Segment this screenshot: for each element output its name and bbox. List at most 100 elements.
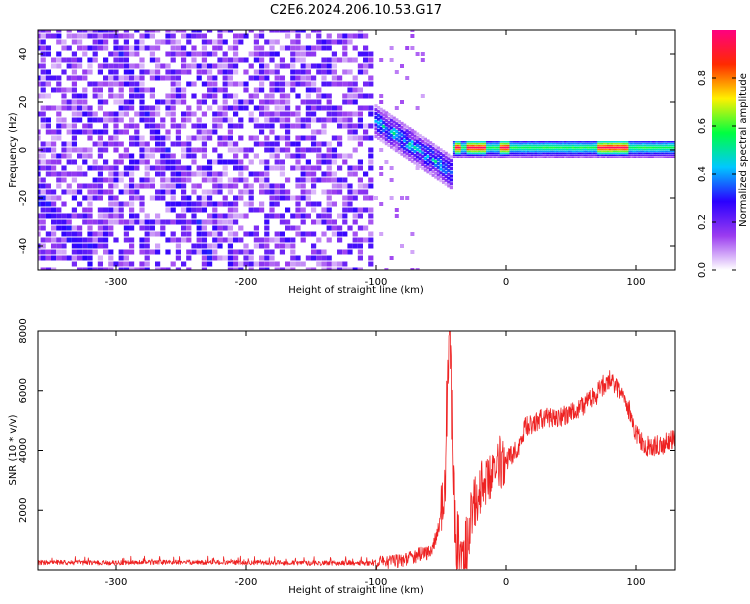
spectrogram-cell xyxy=(311,231,317,237)
spectrogram-cell xyxy=(331,189,337,195)
spectrogram-cell xyxy=(342,183,348,189)
spectrogram-cell xyxy=(591,152,594,155)
spectrogram-cell xyxy=(337,261,343,267)
spectrogram-cell xyxy=(505,142,508,145)
spectrogram-cell xyxy=(357,30,363,33)
spectrogram-cell xyxy=(139,63,145,69)
spectrogram-cell xyxy=(661,156,664,158)
spectrogram-cell xyxy=(243,69,249,75)
spectrogram-cell xyxy=(597,144,600,147)
spectrogram-cell xyxy=(61,57,67,63)
spectrogram-cell xyxy=(71,189,77,195)
spectrogram-cell xyxy=(458,150,461,153)
spectrogram-cell xyxy=(567,144,571,147)
spectrogram-cell xyxy=(269,45,275,51)
spectrogram-cell xyxy=(374,123,378,127)
spectrogram-cell xyxy=(243,57,249,63)
spectrogram-cell xyxy=(610,144,614,147)
spectrogram-cell xyxy=(51,195,57,201)
spectrogram-cell xyxy=(400,64,404,68)
spectrogram-cell xyxy=(462,148,465,151)
spectrogram-cell xyxy=(66,189,72,195)
spectrogram-cell xyxy=(279,231,285,237)
spectrogram-cell xyxy=(460,150,463,153)
spectrogram-cell xyxy=(509,146,512,149)
spectrogram-cell xyxy=(657,144,660,147)
spectrogram-cell xyxy=(113,201,119,207)
spectrogram-cell xyxy=(528,142,532,145)
spectrogram-cell xyxy=(540,154,543,157)
spectrogram-cell xyxy=(311,99,317,105)
spectrogram-cell xyxy=(134,39,140,45)
spectrogram-cell xyxy=(612,152,615,155)
spectrogram-cell xyxy=(587,144,590,147)
spectrogram-cell xyxy=(97,177,103,183)
spectrogram-cell xyxy=(155,75,161,81)
spectrogram-cell xyxy=(233,63,239,69)
spectrogram-cell xyxy=(642,154,645,157)
spectrogram-cell xyxy=(326,93,332,99)
spectrogram-cell xyxy=(316,153,322,159)
spectrogram-cell xyxy=(61,231,67,237)
spectrogram-cell xyxy=(305,213,311,219)
spectrogram-cell xyxy=(460,148,463,151)
spectrogram-cell xyxy=(222,135,228,141)
spectrogram-cell xyxy=(118,189,124,195)
spectrogram-cell xyxy=(45,207,51,213)
spectrogram-cell xyxy=(352,243,358,249)
spectrogram-cell xyxy=(305,87,311,93)
spectrogram-cell xyxy=(495,148,498,151)
spectrogram-cell xyxy=(601,156,604,158)
spectrogram-cell xyxy=(264,189,270,195)
spectrogram-cell xyxy=(418,141,422,146)
spectrogram-cell xyxy=(379,111,383,115)
spectrogram-cell xyxy=(108,30,114,33)
spectrogram-cell xyxy=(603,142,606,145)
spectrogram-cell xyxy=(40,249,46,255)
spectrogram-cell xyxy=(191,93,197,99)
spectrogram-cell xyxy=(517,144,520,147)
spectrogram-cell xyxy=(601,150,604,153)
spectrogram-cell xyxy=(305,93,311,99)
spectrogram-cell xyxy=(501,154,504,157)
spectrogram-cell xyxy=(87,165,93,171)
spectrogram-cell xyxy=(186,39,192,45)
spectrogram-cell xyxy=(649,154,653,157)
spectrogram-cell xyxy=(408,157,412,162)
spectrogram-cell xyxy=(108,81,114,87)
spectrogram-cell xyxy=(45,141,51,147)
spectrogram-cell xyxy=(238,99,244,105)
spectrogram-cell xyxy=(601,152,604,155)
spectrogram-cell xyxy=(129,153,135,159)
spectrogram-cell xyxy=(374,108,378,112)
spectrogram-cell xyxy=(186,81,192,87)
spectrogram-cell xyxy=(622,142,625,145)
spectrogram-cell xyxy=(410,140,414,144)
spectrogram-cell xyxy=(77,153,83,159)
spectrogram-cell xyxy=(567,142,571,145)
spectrogram-cell xyxy=(77,30,83,33)
spectrogram-cell xyxy=(597,142,600,145)
spectrogram-cell xyxy=(269,255,275,261)
spectrogram-cell xyxy=(442,173,446,177)
spectrogram-cell xyxy=(519,152,522,155)
spectrogram-cell xyxy=(321,189,327,195)
spectrogram-cell xyxy=(290,57,296,63)
figure-title: C2E6.2024.206.10.53.G17 xyxy=(270,3,442,18)
spectrogram-cell xyxy=(530,144,534,147)
spectrogram-cell xyxy=(160,75,166,81)
spectrogram-cell xyxy=(347,207,353,213)
spectrogram-cell xyxy=(357,237,363,243)
spectrogram-cell xyxy=(290,243,296,249)
spectrogram-cell xyxy=(186,153,192,159)
spectrogram-cell xyxy=(499,144,502,147)
spectrogram-cell xyxy=(175,165,181,171)
spectrogram-cell xyxy=(238,189,244,195)
spectrogram-cell xyxy=(368,75,374,81)
spectrogram-cell xyxy=(585,154,588,157)
spectrogram-cell xyxy=(517,142,520,145)
spectrogram-cell xyxy=(593,146,596,149)
spectrogram-cell xyxy=(295,147,301,153)
spectrogram-cell xyxy=(97,39,103,45)
spectrogram-cell xyxy=(472,144,475,147)
